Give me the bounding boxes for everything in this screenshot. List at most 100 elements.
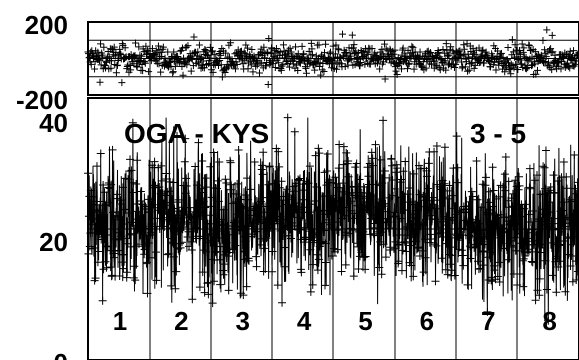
residual-point — [263, 48, 271, 56]
residual-point — [561, 49, 569, 57]
residual-point — [527, 62, 535, 70]
residual-point — [182, 43, 190, 51]
residual-point — [395, 59, 403, 67]
residual-point — [439, 46, 447, 54]
residual-point — [174, 52, 182, 60]
residual-point — [136, 56, 144, 64]
residual-point — [571, 60, 579, 68]
residual-point — [157, 53, 165, 61]
residual-point — [187, 67, 195, 75]
residual-point — [97, 40, 105, 48]
residual-point — [435, 48, 443, 56]
residual-point — [155, 60, 163, 68]
residual-point — [363, 49, 371, 57]
residual-point — [337, 60, 345, 68]
residual-point — [432, 54, 440, 62]
residual-point — [144, 47, 152, 55]
residual-point — [368, 44, 376, 52]
residual-point — [326, 48, 334, 56]
residual-point — [523, 65, 531, 73]
residual-point — [373, 59, 381, 67]
residual-point — [289, 60, 297, 68]
residual-point — [445, 51, 453, 59]
residual-point — [492, 66, 500, 74]
residual-point — [480, 59, 488, 67]
residual-point — [505, 66, 513, 74]
main-tick-label-0: 0 — [54, 348, 68, 360]
residual-point — [139, 67, 147, 75]
residual-point — [397, 65, 405, 73]
residual-point — [112, 69, 120, 77]
residual-points — [84, 26, 579, 88]
residual-point — [392, 67, 400, 75]
residual-point — [339, 30, 347, 38]
main-trace-segment-1 — [87, 122, 150, 301]
main-tick-label-20: 20 — [39, 227, 68, 257]
residual-point — [194, 48, 202, 56]
residual-point — [306, 60, 314, 68]
residual-point — [292, 43, 300, 51]
residual-point — [515, 46, 523, 54]
residual-point — [107, 64, 115, 72]
residual-point — [570, 62, 578, 70]
residual-point — [532, 70, 540, 78]
residual-panel: 200 -200 — [16, 10, 579, 115]
residual-point — [272, 45, 280, 53]
residual-point — [531, 48, 539, 56]
residual-point — [183, 61, 191, 69]
residual-point — [296, 59, 304, 67]
residual-point — [317, 71, 325, 79]
residual-point — [94, 48, 102, 56]
residual-point — [422, 64, 430, 72]
residual-point — [100, 43, 108, 51]
residual-point — [271, 63, 279, 71]
residual-point — [405, 60, 413, 68]
residual-point — [170, 48, 178, 56]
residual-point — [265, 35, 273, 43]
residual-point — [519, 48, 527, 56]
residual-point — [169, 69, 177, 77]
residual-point — [330, 54, 338, 62]
residual-point — [209, 68, 217, 76]
residual-point — [91, 65, 99, 73]
residual-point — [221, 69, 229, 77]
residual-point — [121, 55, 129, 63]
residual-point — [105, 53, 113, 61]
residual-point — [113, 61, 121, 69]
residual-point — [302, 64, 310, 72]
residual-point — [574, 55, 579, 63]
residual-point — [342, 48, 350, 56]
residual-point — [508, 36, 516, 44]
residual-point — [118, 40, 126, 48]
residual-point — [280, 41, 288, 49]
residual-point — [239, 60, 247, 68]
residual-point — [142, 42, 150, 50]
residual-point — [252, 62, 260, 70]
residual-point — [248, 46, 256, 54]
residual-point — [299, 50, 307, 58]
residual-point — [161, 54, 169, 62]
residual-point — [308, 51, 316, 59]
residual-point — [381, 75, 389, 83]
residual-point — [287, 48, 295, 56]
residual-point — [364, 50, 372, 58]
residual-point — [470, 64, 478, 72]
residual-point — [542, 53, 550, 61]
residual-point — [195, 60, 203, 68]
residual-point — [94, 55, 102, 63]
main-trace-segment-7 — [455, 136, 518, 312]
residual-point — [437, 55, 445, 63]
residual-point — [333, 65, 341, 73]
channel-pair-label: 3 - 5 — [470, 118, 526, 149]
residual-point — [209, 47, 217, 55]
residual-point — [135, 43, 143, 51]
residual-point — [447, 43, 455, 51]
residual-point — [391, 46, 399, 54]
residual-point — [443, 52, 451, 60]
residual-point — [503, 56, 511, 64]
residual-point — [482, 48, 490, 56]
residual-point — [399, 44, 407, 52]
residual-point — [227, 39, 235, 47]
residual-point — [231, 65, 239, 73]
residual-point — [242, 41, 250, 49]
